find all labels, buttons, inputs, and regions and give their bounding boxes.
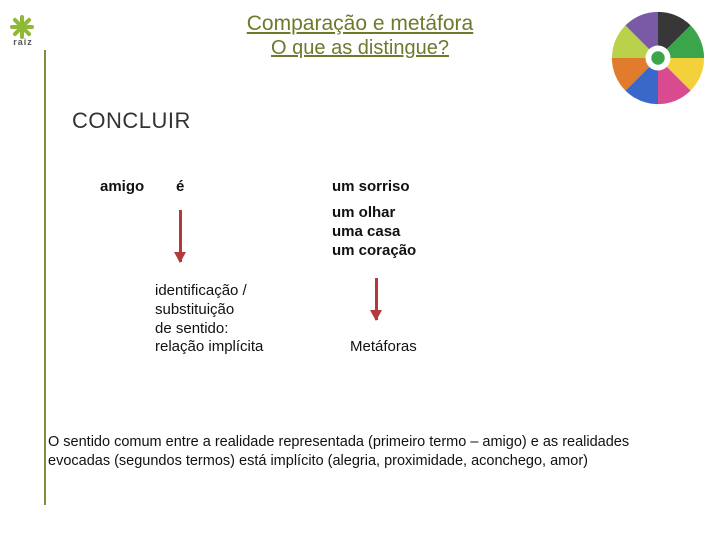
arrow-down-icon bbox=[179, 210, 182, 262]
term-left: amigo bbox=[100, 178, 144, 195]
term-verb: é bbox=[176, 178, 184, 195]
diagram: amigo é um sorriso um olhar uma casa um … bbox=[100, 178, 570, 202]
vertical-rule bbox=[44, 50, 46, 505]
result-label: Metáforas bbox=[350, 338, 417, 355]
definition-line: identificação / bbox=[155, 282, 263, 301]
brand-logo: raiz bbox=[4, 6, 42, 46]
definition-line: relação implícita bbox=[155, 338, 263, 357]
footnote: O sentido comum entre a realidade repres… bbox=[48, 433, 692, 471]
logo-burst-icon bbox=[7, 6, 37, 36]
list-item: uma casa bbox=[332, 223, 416, 242]
arrow-down-icon bbox=[375, 278, 378, 320]
term-right-first: um sorriso bbox=[332, 178, 410, 195]
definition-block: identificação / substituição de sentido:… bbox=[155, 282, 263, 357]
term-right-list: um olhar uma casa um coração bbox=[332, 204, 416, 260]
list-item: um coração bbox=[332, 242, 416, 261]
list-item: um olhar bbox=[332, 204, 416, 223]
decorative-disc-icon bbox=[610, 10, 706, 106]
definition-line: substituição bbox=[155, 301, 263, 320]
definition-line: de sentido: bbox=[155, 320, 263, 339]
section-heading: CONCLUIR bbox=[72, 108, 191, 134]
